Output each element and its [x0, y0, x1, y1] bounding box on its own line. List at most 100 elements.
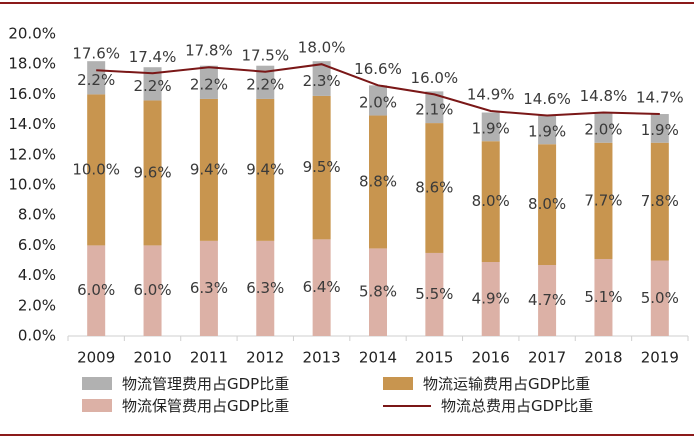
data-label: 4.9% — [472, 290, 510, 308]
data-label: 6.4% — [303, 278, 341, 296]
legend-item-total: 物流总费用占GDP比重 — [383, 395, 593, 416]
data-label: 2.2% — [190, 75, 228, 93]
bar-storage — [143, 245, 162, 336]
data-label: 5.1% — [584, 288, 622, 306]
y-tick-label: 12.0% — [8, 145, 56, 163]
total-data-label: 16.0% — [411, 69, 459, 87]
data-label: 9.4% — [190, 160, 228, 178]
data-label: 2.1% — [415, 100, 453, 118]
y-tick-label: 6.0% — [18, 236, 56, 254]
bar-transport — [256, 98, 275, 241]
total-data-label: 17.5% — [241, 46, 289, 64]
bar-storage — [312, 239, 331, 336]
bar-storage — [650, 260, 669, 336]
data-label: 8.6% — [415, 179, 453, 197]
bar-management — [256, 65, 275, 99]
data-label: 5.8% — [359, 283, 397, 301]
y-tick-label: 14.0% — [8, 115, 56, 133]
total-data-label: 16.6% — [354, 60, 402, 78]
y-tick-label: 20.0% — [8, 25, 56, 43]
legend-label-transport: 物流运输费用占GDP比重 — [423, 375, 591, 393]
total-data-label: 17.8% — [185, 42, 233, 60]
y-tick-label: 16.0% — [8, 85, 56, 103]
series-line-total — [96, 63, 660, 117]
x-tick-label: 2016 — [472, 349, 510, 367]
bar-management — [425, 91, 444, 124]
x-tick-label: 2014 — [359, 349, 397, 367]
bar-management — [481, 112, 500, 142]
legend-item-transport: 物流运输费用占GDP比重 — [383, 373, 590, 394]
bar-management — [594, 112, 613, 143]
data-label: 2.3% — [303, 72, 341, 90]
x-tick-label: 2013 — [303, 349, 341, 367]
legend-label-storage: 物流保管费用占GDP比重 — [122, 397, 290, 415]
data-label: 1.9% — [472, 120, 510, 138]
legend-swatch-transport — [383, 377, 413, 390]
total-data-label: 14.8% — [580, 87, 628, 105]
data-label: 2.2% — [133, 77, 171, 95]
bar-transport — [650, 142, 669, 261]
y-tick-label: 8.0% — [18, 206, 56, 224]
bar-management — [538, 115, 557, 145]
y-tick-label: 18.0% — [8, 55, 56, 73]
x-tick-label: 2010 — [133, 349, 171, 367]
bar-storage — [594, 258, 613, 336]
bar-transport — [143, 100, 162, 246]
x-tick-label: 2009 — [77, 349, 115, 367]
bar-storage — [369, 248, 387, 336]
total-data-label: 14.7% — [636, 89, 684, 107]
y-tick-label: 4.0% — [18, 266, 56, 284]
total-data-label: 18.0% — [298, 39, 346, 57]
data-label: 7.8% — [641, 192, 679, 210]
data-label: 6.3% — [190, 279, 228, 297]
y-tick-label: 2.0% — [18, 296, 56, 314]
data-label: 1.9% — [641, 121, 679, 139]
bar-management — [369, 85, 387, 116]
x-tick-label: 2011 — [190, 349, 228, 367]
legend-swatch-total — [383, 404, 431, 407]
data-label: 8.0% — [528, 195, 566, 213]
data-label: 2.2% — [77, 71, 115, 89]
bar-transport — [312, 95, 331, 240]
data-label: 7.7% — [584, 191, 622, 209]
data-label: 2.0% — [359, 93, 397, 111]
data-label: 5.0% — [641, 289, 679, 307]
bar-transport — [481, 141, 500, 263]
data-label: 9.4% — [246, 160, 284, 178]
data-label: 10.0% — [72, 160, 120, 178]
bottom-rule — [0, 434, 694, 436]
legend-item-management: 物流管理费用占GDP比重 — [82, 373, 289, 394]
bar-storage — [425, 252, 444, 336]
bar-management — [143, 67, 162, 101]
data-label: 4.7% — [528, 291, 566, 309]
x-tick-label: 2018 — [584, 349, 622, 367]
bar-storage — [481, 262, 500, 336]
y-tick-label: 10.0% — [8, 176, 56, 194]
total-data-label: 14.6% — [523, 90, 571, 108]
x-tick-label: 2019 — [641, 349, 679, 367]
x-tick-label: 2012 — [246, 349, 284, 367]
bar-storage — [87, 245, 106, 336]
bar-management — [312, 61, 331, 96]
bar-storage — [256, 240, 275, 336]
total-data-label: 14.9% — [467, 86, 515, 104]
legend-label-total: 物流总费用占GDP比重 — [441, 397, 594, 415]
top-rule — [0, 2, 694, 4]
data-label: 6.0% — [133, 281, 171, 299]
data-label: 6.0% — [77, 281, 115, 299]
bar-transport — [369, 115, 387, 249]
legend-swatch-storage — [82, 399, 112, 412]
data-label: 2.0% — [584, 121, 622, 139]
bar-management — [650, 114, 669, 143]
data-label: 1.9% — [528, 123, 566, 141]
bar-transport — [594, 142, 613, 259]
total-data-label: 17.6% — [72, 45, 120, 63]
x-tick-label: 2017 — [528, 349, 566, 367]
bar-transport — [87, 94, 106, 246]
bar-storage — [538, 265, 557, 336]
data-label: 8.8% — [359, 172, 397, 190]
data-label: 8.0% — [472, 192, 510, 210]
legend-label-management: 物流管理费用占GDP比重 — [122, 375, 290, 393]
bar-management — [199, 65, 218, 99]
